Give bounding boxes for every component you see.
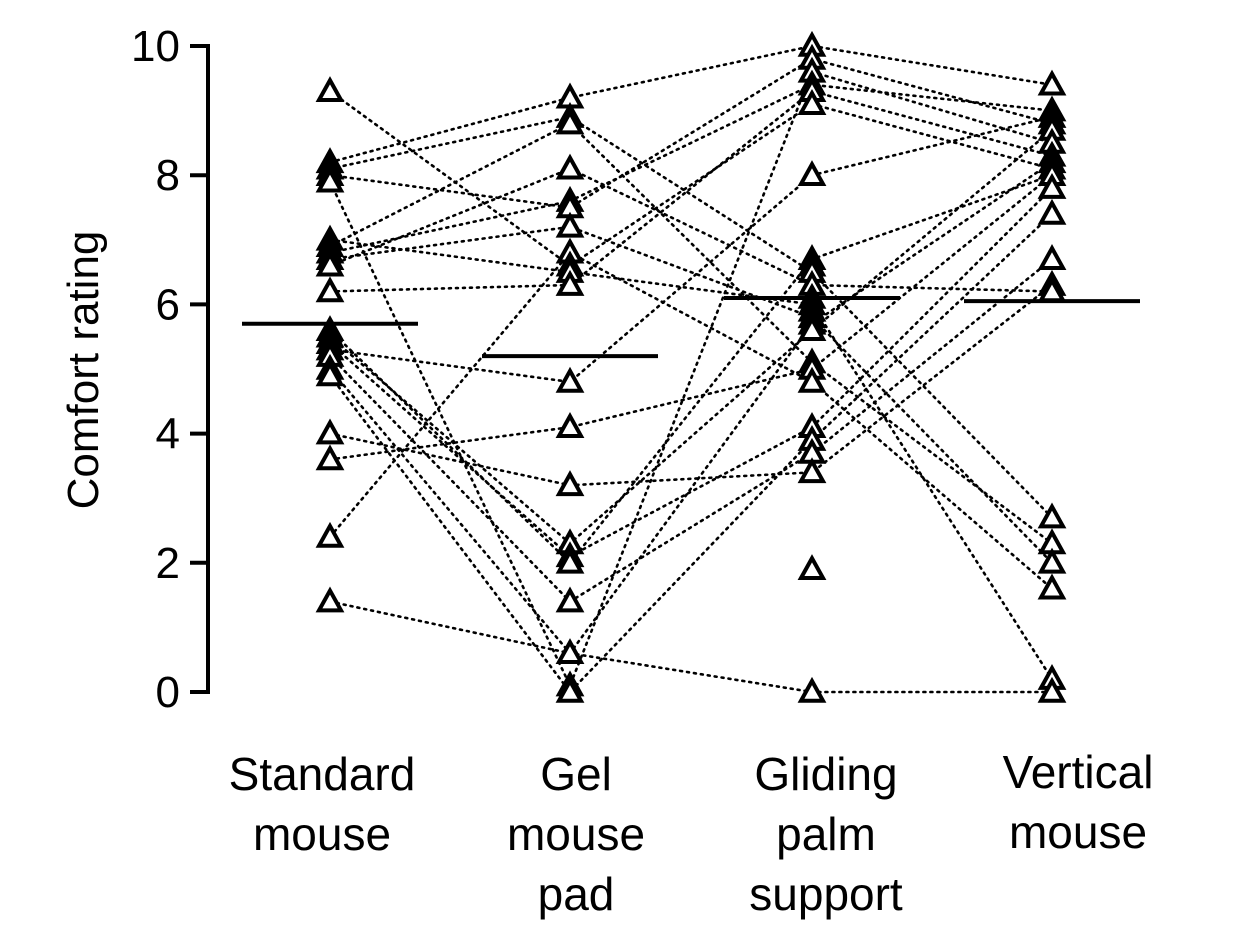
triangle-data-point: [797, 160, 827, 186]
category-label-line: palm: [776, 808, 876, 860]
triangle-data-point: [797, 366, 827, 393]
triangle-data-point: [315, 276, 345, 303]
triangle-data-point: [315, 76, 345, 103]
category-label-line: mouse: [1009, 806, 1147, 858]
triangle-data-point: [1037, 173, 1067, 199]
category-labels: Standard mouse Gel mouse pad Gliding palm suppo…: [229, 746, 1154, 920]
subject-connection-line: [328, 212, 1054, 694]
triangle-data-point: [797, 315, 827, 342]
triangle-data-point: [315, 521, 345, 548]
category-label-line: Gliding: [754, 748, 897, 800]
y-tick-label: 10: [131, 22, 180, 71]
y-tick-label: 6: [156, 280, 180, 329]
category-label-line: Gel: [540, 748, 612, 800]
triangle-data-point: [797, 89, 827, 115]
triangle-data-point: [555, 586, 585, 613]
triangle-data-point: [555, 211, 585, 238]
subject-connection-line: [328, 238, 1054, 681]
triangle-data-point: [555, 547, 585, 574]
triangle-data-point: [555, 108, 585, 135]
category-label: Vertical mouse: [1003, 746, 1154, 858]
subject-connection-line: [328, 115, 1054, 384]
triangle-data-point: [1037, 69, 1067, 96]
triangle-data-point: [555, 366, 585, 393]
triangle-data-point: [797, 457, 827, 484]
triangle-data-point: [1037, 573, 1067, 600]
connection-lines: [328, 44, 1054, 694]
category-label: Gel mouse pad: [507, 748, 645, 920]
category-label: Gliding palm support: [749, 748, 903, 920]
category-label-line: support: [749, 868, 903, 920]
triangle-data-point: [315, 444, 345, 471]
category-label-line: Vertical: [1003, 746, 1154, 798]
subject-connection-line: [328, 83, 1054, 255]
subject-connection-line: [328, 173, 1054, 461]
subject-connection-line: [328, 173, 1054, 565]
data-points: [315, 30, 1067, 703]
triangle-data-point: [315, 360, 345, 387]
subject-connection-line: [328, 44, 1054, 164]
category-label-line: mouse: [507, 808, 645, 860]
subject-connection-line: [328, 167, 1054, 293]
y-tick-label: 0: [156, 668, 180, 717]
subject-connection-line: [328, 257, 1054, 604]
subject-connection-line: [328, 225, 1054, 565]
triangle-data-point: [555, 470, 585, 497]
subject-connection-line: [328, 283, 1054, 487]
subject-connection-line: [328, 70, 1054, 689]
triangle-data-point: [1037, 198, 1067, 225]
y-axis-label: Comfort rating: [59, 231, 108, 510]
subject-connection-line: [328, 89, 1054, 293]
subject-connection-line: [328, 160, 1054, 656]
triangle-data-point: [315, 166, 345, 193]
subject-connection-line: [328, 128, 1054, 546]
median-lines: [242, 295, 1140, 359]
triangle-data-point: [797, 554, 827, 581]
triangle-data-point: [555, 153, 585, 180]
triangle-data-point: [1037, 676, 1067, 703]
subject-connection-line: [328, 89, 1054, 268]
triangle-data-point: [1037, 244, 1067, 270]
triangle-data-point: [1037, 502, 1067, 529]
category-label-line: Standard: [229, 748, 416, 800]
y-tick-label: 4: [156, 410, 180, 459]
category-label-line: pad: [538, 868, 615, 920]
y-ticks: 0 2 4 6 8 10: [131, 22, 208, 717]
triangle-data-point: [555, 676, 585, 703]
y-tick-label: 8: [156, 151, 180, 200]
triangle-data-point: [1037, 276, 1067, 303]
triangle-data-point: [315, 586, 345, 613]
subject-connection-line: [328, 121, 1054, 545]
triangle-data-point: [555, 269, 585, 296]
triangle-data-point: [555, 638, 585, 665]
subject-connection-line: [328, 57, 1054, 209]
category-label-line: mouse: [253, 808, 391, 860]
subject-connection-line: [328, 600, 1054, 694]
triangle-data-point: [555, 412, 585, 438]
triangle-data-point: [315, 418, 345, 445]
triangle-data-point: [315, 250, 345, 277]
category-label: Standard mouse: [229, 748, 416, 860]
triangle-data-point: [1037, 547, 1067, 574]
subject-connection-line: [328, 251, 1054, 590]
subject-connection-line: [328, 186, 1054, 558]
y-tick-label: 2: [156, 539, 180, 588]
triangle-data-point: [797, 676, 827, 703]
